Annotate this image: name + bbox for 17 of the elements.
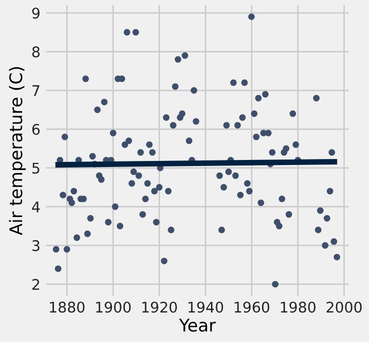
y-tick-label: 9 <box>32 8 40 19</box>
x-tick-label: 1960 <box>234 302 270 313</box>
x-tick-label: 1980 <box>280 302 316 313</box>
y-tick-label: 8 <box>32 46 40 58</box>
x-tick-label: 1880 <box>50 302 84 313</box>
y-tick-label: 6 <box>32 124 40 135</box>
y-axis-title: Air temperature (C) <box>8 67 26 236</box>
x-axis-title: Year <box>179 318 216 332</box>
y-tick-label: 4 <box>32 202 40 212</box>
y-tick-label: 5 <box>32 162 40 174</box>
x-tick-label: 2000 <box>326 302 362 313</box>
x-tick-label: 1920 <box>142 302 177 313</box>
x-tick-label: 1940 <box>188 302 224 313</box>
y-tick-label: 2 <box>32 278 40 290</box>
y-tick-label: 7 <box>32 85 40 96</box>
x-tick-label: 1900 <box>96 302 131 313</box>
y-tick-label: 3 <box>32 240 40 252</box>
